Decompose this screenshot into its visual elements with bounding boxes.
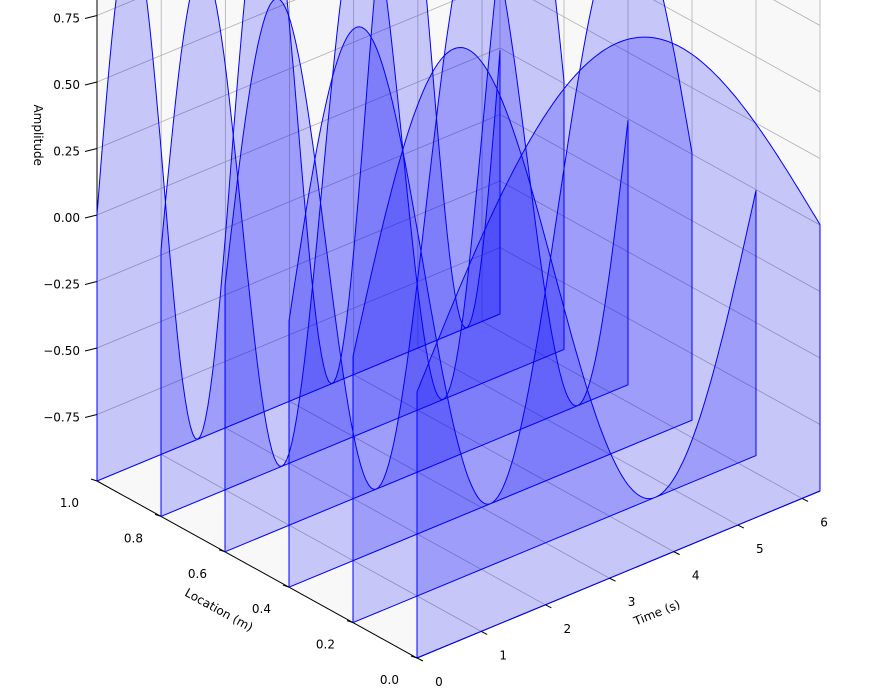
wave-polygons <box>96 0 821 659</box>
x-tick-mark <box>737 524 745 529</box>
z-tick-mark <box>84 414 98 418</box>
y-tick-label: 0.6 <box>188 567 207 581</box>
back-pane <box>97 0 500 481</box>
y-tick-label: 0.0 <box>380 673 399 687</box>
x-tick-label: 5 <box>756 542 764 556</box>
z-tick-mark <box>84 347 98 352</box>
grid-line <box>499 180 821 359</box>
grid-line <box>160 454 482 632</box>
y-tick-mark <box>90 478 98 482</box>
x-tick-label: 6 <box>820 515 828 529</box>
y-tick-label: 1.0 <box>60 496 79 510</box>
z-tick-mark <box>84 281 98 285</box>
z-tick-mark <box>84 214 98 219</box>
z-tick-label: −0.50 <box>43 344 80 358</box>
grid-line <box>652 0 821 93</box>
z-tick-label: 0.25 <box>53 145 80 159</box>
x-tick-mark <box>673 551 680 556</box>
grid-line <box>353 374 674 552</box>
y-tick-label: 0.8 <box>124 531 143 545</box>
z-tick-label: 0.00 <box>53 211 80 225</box>
grid-line <box>417 347 739 526</box>
side-pane <box>500 0 820 491</box>
z-tick-mark <box>84 81 98 86</box>
x-tick-mark <box>416 657 424 662</box>
x-tick-label: 4 <box>692 569 700 583</box>
grid-line <box>96 0 457 149</box>
axis-panes <box>97 0 820 658</box>
y-tick-label: 0.2 <box>316 638 335 652</box>
z-axis-label: Amplitude <box>31 104 45 166</box>
grid-line <box>499 247 821 425</box>
grid-line <box>499 47 821 226</box>
grid-line <box>96 180 501 349</box>
x-tick-mark <box>801 497 809 502</box>
grid-line <box>532 0 821 159</box>
x-tick-mark <box>545 604 552 609</box>
y-tick-label: 0.4 <box>252 602 271 616</box>
tick-labels: 0 1 2 3 4 5 6 0.0 0.2 0.4 0.6 0.8 1.0 −0.75 −0.50 −0.25… <box>43 12 828 690</box>
wave-polygon <box>160 0 565 517</box>
x-tick-mark <box>609 577 616 582</box>
x-tick-mark <box>480 630 488 635</box>
wave-polygon <box>224 0 629 553</box>
x-tick-label: 2 <box>564 622 572 636</box>
x-tick-label: 0 <box>435 675 443 689</box>
z-tick-mark <box>84 15 98 19</box>
y-tick-mark <box>282 584 290 588</box>
y-axis-label: Location (m) <box>182 586 255 635</box>
z-tick-label: 0.50 <box>53 78 80 92</box>
grid-line <box>225 427 546 606</box>
wave-polygon <box>352 47 757 624</box>
x-tick-label: 1 <box>499 648 507 662</box>
y-tick-mark <box>346 620 354 624</box>
grid-line <box>289 400 610 579</box>
z-tick-label: −0.25 <box>43 278 80 292</box>
grid-line <box>96 247 501 415</box>
z-tick-label: −0.75 <box>43 411 80 425</box>
y-tick-mark <box>154 513 162 517</box>
grid-line <box>96 114 501 282</box>
wave-polygon <box>288 0 693 588</box>
grid-line <box>96 0 296 83</box>
wave-polygon <box>416 36 821 659</box>
z-tick-label: 0.75 <box>53 12 80 26</box>
x-axis-label: Time (s) <box>631 597 682 629</box>
y-tick-mark <box>410 655 418 659</box>
y-tick-mark <box>218 549 226 553</box>
grid-line <box>499 114 821 292</box>
z-tick-mark <box>84 148 98 152</box>
x-tick-label: 3 <box>628 595 636 609</box>
floor-pane <box>97 314 820 658</box>
y-axis-line <box>96 480 418 659</box>
